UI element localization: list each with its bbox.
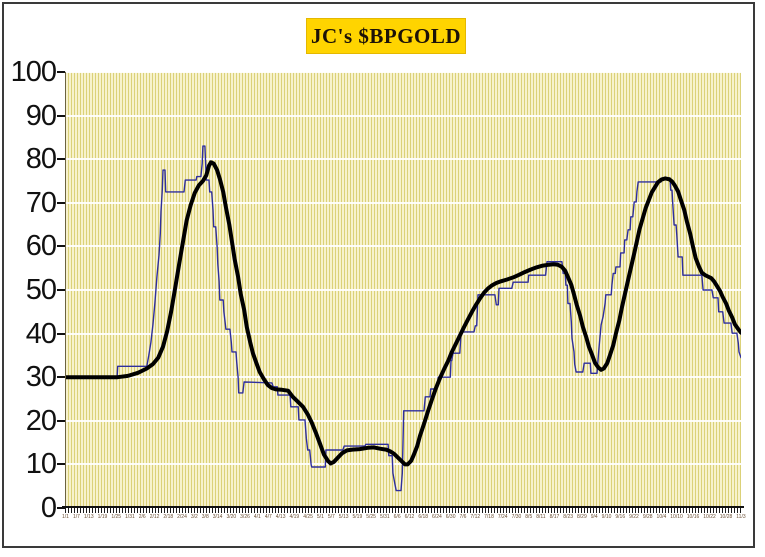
x-axis-label: 7/6 bbox=[459, 514, 467, 520]
x-axis-label: 10/4 bbox=[656, 514, 667, 520]
y-axis-label: 80 bbox=[25, 143, 57, 176]
horizontal-gridline bbox=[65, 71, 741, 73]
horizontal-gridline bbox=[65, 289, 741, 291]
bp-index-line bbox=[65, 145, 741, 492]
x-axis-label: 8/5 bbox=[525, 514, 533, 520]
y-axis-label: 10 bbox=[25, 448, 57, 481]
x-axis-label: 10/16 bbox=[686, 514, 700, 520]
horizontal-gridline bbox=[65, 201, 741, 204]
y-axis-tick bbox=[57, 332, 66, 335]
x-axis-label: 10/28 bbox=[719, 514, 733, 520]
x-axis-label: 3/26 bbox=[240, 514, 250, 520]
y-axis-tick bbox=[57, 201, 66, 204]
y-axis-label: 60 bbox=[25, 230, 57, 263]
y-axis-tick bbox=[57, 158, 66, 161]
horizontal-gridline bbox=[65, 158, 741, 161]
x-axis-label: 9/16 bbox=[615, 514, 626, 520]
x-axis-label: 5/25 bbox=[366, 514, 376, 520]
x-axis-label: 2/18 bbox=[163, 514, 174, 520]
x-axis-label: 10/22 bbox=[703, 514, 716, 520]
y-axis-label: 70 bbox=[25, 186, 57, 219]
x-axis-label: 11/3 bbox=[736, 514, 746, 520]
x-axis-label: 9/4 bbox=[590, 514, 598, 520]
x-axis-label: 5/19 bbox=[352, 514, 363, 520]
y-axis-label: 90 bbox=[25, 99, 57, 132]
y-axis-spine bbox=[65, 72, 66, 508]
x-axis-label: 1/13 bbox=[83, 514, 94, 520]
x-axis-label: 1/1 bbox=[62, 514, 69, 520]
x-axis-label: 5/7 bbox=[327, 514, 335, 520]
x-axis-label: 2/12 bbox=[149, 514, 160, 520]
x-axis-label: 6/6 bbox=[393, 514, 401, 520]
x-axis-label: 7/30 bbox=[511, 514, 522, 520]
x-axis-label: 1/19 bbox=[97, 514, 108, 520]
y-axis-label: 20 bbox=[25, 404, 57, 437]
x-axis-label: 8/29 bbox=[577, 514, 587, 520]
x-axis-label: 4/19 bbox=[289, 514, 300, 520]
x-axis-label: 6/18 bbox=[418, 514, 429, 520]
x-axis-spine bbox=[62, 506, 744, 508]
x-axis-label: 1/7 bbox=[72, 514, 80, 520]
x-axis-label: 1/25 bbox=[111, 514, 122, 520]
x-axis-label: 3/8 bbox=[201, 514, 209, 520]
y-axis-tick bbox=[57, 463, 66, 466]
horizontal-gridline bbox=[65, 332, 741, 335]
chart-title-box: JC's $BPGOLD bbox=[306, 18, 466, 54]
y-axis-label: 40 bbox=[25, 317, 57, 350]
y-axis-tick bbox=[57, 289, 66, 291]
chart-frame bbox=[2, 2, 755, 548]
horizontal-gridline bbox=[65, 245, 741, 248]
x-axis-labels: 1/1 1/7 1/13 1/19 1/25 1/31 2/6 2/12 2/18 2/24 3/2… bbox=[62, 514, 746, 522]
x-axis-label: 4/25 bbox=[303, 514, 313, 520]
x-axis-label: 8/17 bbox=[549, 514, 560, 520]
line-chart-svg bbox=[65, 145, 741, 492]
x-axis-label: 3/2 bbox=[190, 514, 198, 520]
x-axis-label: 9/10 bbox=[601, 514, 612, 520]
y-axis-label: 50 bbox=[25, 274, 57, 306]
x-axis-label: 2/24 bbox=[177, 514, 187, 520]
y-axis-tick bbox=[57, 419, 66, 422]
horizontal-gridline bbox=[65, 114, 741, 117]
x-axis-label: 7/24 bbox=[497, 514, 508, 520]
x-axis-label: 5/13 bbox=[338, 514, 349, 520]
x-axis-label: 5/31 bbox=[379, 514, 390, 520]
x-axis-label: 7/12 bbox=[470, 514, 481, 520]
y-axis-label: 30 bbox=[25, 361, 57, 394]
x-axis-label: 7/18 bbox=[484, 514, 494, 520]
y-axis-label: 0 bbox=[40, 492, 57, 524]
y-axis-tick bbox=[57, 114, 66, 117]
chart-title: JC's $BPGOLD bbox=[310, 24, 462, 48]
moving-average-line bbox=[65, 160, 741, 467]
y-axis-tick bbox=[57, 376, 66, 379]
x-axis-label: 1/31 bbox=[125, 514, 135, 520]
x-axis-label: 6/30 bbox=[445, 514, 456, 520]
y-axis-tick bbox=[57, 71, 66, 73]
plot-area bbox=[65, 71, 741, 508]
x-axis-label: 4/7 bbox=[264, 514, 272, 520]
x-axis-label: 10/10 bbox=[670, 514, 683, 520]
y-axis-label: 100 bbox=[10, 56, 57, 88]
x-axis-label: 2/6 bbox=[138, 514, 146, 520]
x-axis-tick-comb bbox=[65, 508, 741, 513]
y-axis-tick bbox=[57, 245, 66, 248]
x-axis-label: 9/28 bbox=[642, 514, 653, 520]
x-axis-label: 8/23 bbox=[563, 514, 574, 520]
x-axis-label: 3/20 bbox=[226, 514, 237, 520]
x-axis-label: 8/11 bbox=[536, 514, 546, 520]
x-axis-label: 9/22 bbox=[629, 514, 639, 520]
x-axis-label: 6/24 bbox=[432, 514, 442, 520]
horizontal-gridline bbox=[65, 376, 741, 379]
x-axis-label: 4/1 bbox=[253, 514, 261, 520]
x-axis-label: 4/13 bbox=[275, 514, 286, 520]
x-axis-label: 5/1 bbox=[316, 514, 324, 520]
y-axis-tick bbox=[57, 507, 66, 509]
x-axis-label: 6/12 bbox=[404, 514, 415, 520]
x-axis-label: 3/14 bbox=[212, 514, 223, 520]
